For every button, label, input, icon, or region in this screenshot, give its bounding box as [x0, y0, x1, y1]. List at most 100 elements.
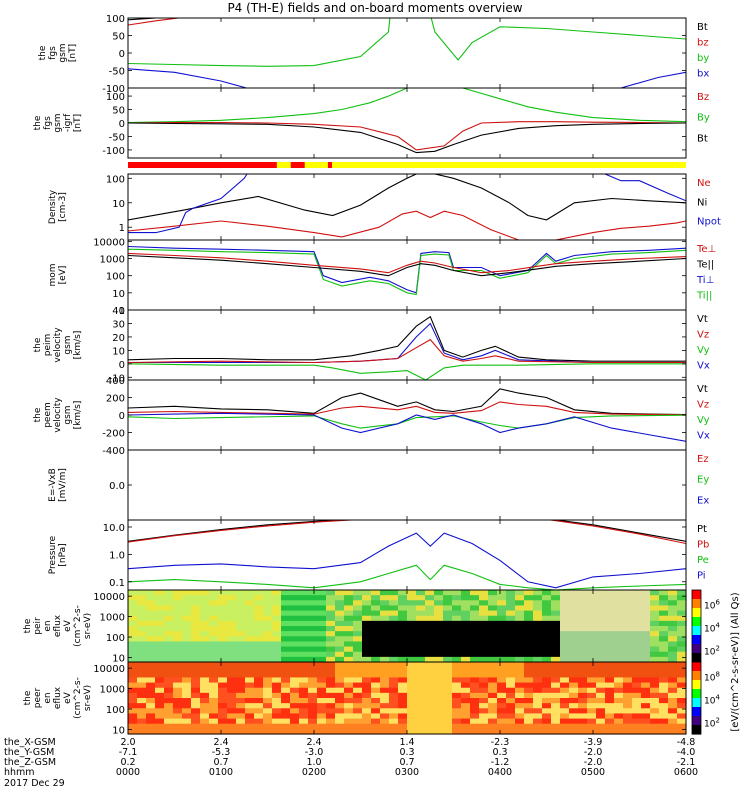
spectrogram-cell [452, 626, 462, 632]
spectrogram-cell [569, 718, 579, 725]
spectrogram-cell [272, 651, 282, 658]
spectrogram-cell [326, 662, 336, 668]
spectrogram-cell [533, 723, 543, 730]
spectrogram-cell [614, 656, 624, 663]
spectrogram-cell [164, 595, 174, 601]
spectrogram-cell [335, 682, 345, 689]
spectrogram-cell [461, 672, 471, 679]
ephemeris-table: the_X-GSM 2.0 2.4 2.4 1.4 -2.3 -3.9 -4.8the_Y-G… [4, 737, 698, 789]
spectrogram-cell [317, 723, 327, 730]
spectrogram-cell [569, 713, 579, 720]
spectrogram-cell [533, 682, 543, 689]
spectrogram-cell [353, 703, 363, 709]
spectrogram-cell [416, 590, 426, 596]
spectrogram-cell [335, 651, 345, 658]
spectrogram-cell [605, 677, 615, 684]
spectrogram-cell [434, 687, 444, 694]
spectrogram-cell [317, 590, 327, 596]
spectrogram-cell [182, 590, 192, 596]
spectrogram-cell [263, 595, 273, 601]
spectrogram-cell [461, 687, 471, 694]
spectrogram-cell [434, 595, 444, 601]
spectrogram-cell [245, 672, 255, 679]
spectrogram-cell [146, 626, 156, 632]
y-label-line: peer [33, 687, 43, 708]
spectrogram-cell [596, 662, 606, 668]
spectrogram-cell [587, 641, 597, 648]
spectrogram-cell [461, 610, 471, 617]
ephemeris-row-label: the_X-GSM [4, 737, 56, 748]
spectrogram-cell [209, 590, 219, 596]
spectrogram-cell [389, 677, 399, 684]
spectrogram-cell [632, 631, 642, 637]
series-group [128, 174, 686, 240]
spectrogram-cell [551, 672, 561, 679]
spectrogram-cell [479, 636, 489, 643]
spectrogram-cell [353, 662, 363, 668]
spectrogram-cell [623, 687, 633, 694]
spectrogram-cell [245, 662, 255, 668]
spectrogram-cell [425, 728, 435, 735]
spectrogram-cell [515, 590, 525, 596]
spectrogram-cell [560, 600, 570, 607]
spectrogram-cell [470, 615, 480, 622]
spectrogram-cell [560, 620, 570, 627]
spectrogram-cell [497, 677, 507, 684]
legend-label-Vz: Vz [697, 330, 709, 341]
spectrogram-cell [587, 600, 597, 607]
spectrogram-cell [335, 600, 345, 607]
spectrogram-cell [371, 687, 381, 694]
spectrogram-cell [425, 656, 435, 663]
spectrogram-cell [560, 667, 570, 673]
spectrogram-cell [614, 728, 624, 735]
spectrogram-cell [209, 728, 219, 735]
spectrogram-cell [371, 641, 381, 648]
spectrogram-cell [560, 656, 570, 663]
spectrogram-cell [506, 641, 516, 648]
spectrogram-cell [533, 708, 543, 715]
spectrogram-cell [308, 677, 318, 684]
spectrogram-cell [416, 615, 426, 622]
spectrogram-cell [308, 687, 318, 694]
spectrogram-cell [632, 692, 642, 699]
spectrogram-cell [254, 610, 264, 617]
spectrogram-cell [533, 590, 543, 596]
spectrogram-cell [641, 667, 651, 673]
spectrogram-cell [578, 677, 588, 684]
spectrogram-cell [317, 713, 327, 720]
spectrogram-cell [659, 677, 669, 684]
y-tick-label: 100 [106, 174, 125, 185]
spectrogram-cell [308, 728, 318, 735]
spectrogram-cell [434, 636, 444, 643]
spectrogram-cell [434, 590, 444, 596]
spectrogram-cell [164, 605, 174, 612]
spectrogram-cell [128, 620, 138, 627]
spectrogram-cell [524, 723, 534, 730]
legend-label-bx: bx [697, 69, 709, 80]
y-axis-label: the peem velocity gsm [km/s] [33, 397, 83, 433]
y-tick-label: 0 [119, 411, 125, 422]
spectrogram-cell [254, 620, 264, 627]
spectrogram-cell [173, 682, 183, 689]
spectrogram-cell [128, 728, 138, 735]
spectrogram-cell [353, 698, 363, 704]
spectrogram-cell [155, 703, 165, 709]
spectrogram-cell [344, 641, 354, 648]
spectrogram-cell [407, 620, 417, 627]
colorbar-tick-label: 104 [704, 621, 720, 634]
spectrogram-cell [488, 651, 498, 658]
spectrogram-cell [182, 672, 192, 679]
spectrogram-cell [299, 595, 309, 601]
spectrogram-cell [155, 600, 165, 607]
spectrogram-cell [668, 605, 678, 612]
spectrogram-cell [434, 682, 444, 689]
spectrogram-cell [506, 692, 516, 699]
spectrogram-cell [137, 718, 147, 725]
spectrogram-cell [677, 646, 687, 653]
spectrogram-cell [263, 692, 273, 699]
y-axis: 0.0 [109, 481, 686, 492]
spectrogram-cell [542, 677, 552, 684]
spectrogram-cell [362, 590, 372, 596]
spectrogram-cell [488, 636, 498, 643]
